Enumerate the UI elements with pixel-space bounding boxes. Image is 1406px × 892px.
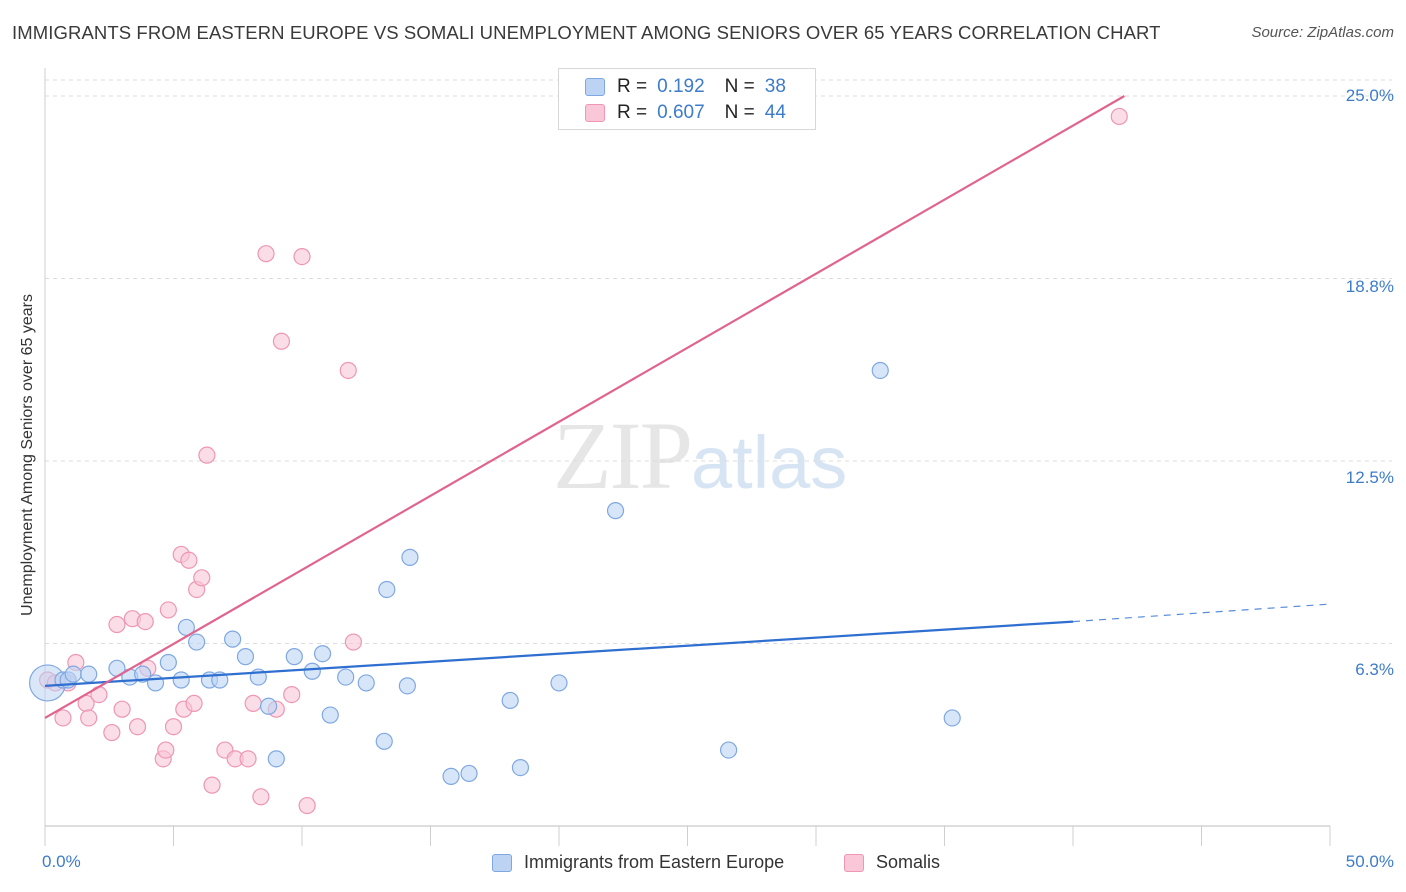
data-point	[159, 601, 177, 619]
axes	[44, 68, 1331, 846]
y-tick-label: 18.8%	[1345, 277, 1394, 296]
y-tick-label: 25.0%	[1345, 86, 1394, 105]
data-point	[550, 674, 568, 692]
data-point	[337, 668, 355, 686]
data-point	[80, 709, 98, 727]
trend-lines	[44, 95, 1331, 719]
chart-title: IMMIGRANTS FROM EASTERN EUROPE VS SOMALI…	[12, 22, 1161, 43]
data-point	[1110, 107, 1128, 126]
data-point	[283, 685, 301, 704]
legend-swatch-blue	[492, 853, 512, 872]
data-point	[193, 569, 211, 587]
legend-item-label: Immigrants from Eastern Europe	[524, 852, 785, 872]
data-point	[159, 653, 177, 672]
data-point	[236, 648, 255, 666]
legend-r-value: 0.607	[657, 102, 705, 123]
data-point	[113, 700, 131, 718]
data-point	[172, 671, 190, 689]
legend-n-value: 44	[764, 102, 786, 123]
legend-r-value: 0.192	[657, 76, 705, 97]
legend-r-label: R =	[617, 102, 648, 123]
gridlines	[45, 79, 1392, 644]
legend-row-eastern-europe: R = 0.192 N = 38	[585, 75, 786, 99]
data-point	[442, 767, 460, 785]
data-point	[108, 615, 126, 634]
data-point	[344, 633, 362, 651]
data-point	[164, 718, 183, 736]
legend-swatch-pink	[585, 104, 605, 122]
data-point	[293, 248, 311, 266]
data-point	[257, 245, 275, 263]
data-point	[185, 694, 203, 712]
legend-row-somalis: R = 0.607 N = 44	[585, 101, 786, 125]
data-point	[357, 674, 375, 692]
data-point	[146, 674, 165, 692]
trend-line-eastern-europe	[44, 620, 1074, 687]
y-axis-label: Unemployment Among Seniors over 65 years	[19, 294, 36, 616]
data-point	[606, 502, 625, 520]
legend-swatch-blue	[585, 78, 605, 96]
data-point	[103, 723, 121, 742]
data-point	[272, 332, 291, 350]
data-point	[157, 741, 175, 759]
series-legend: Immigrants from Eastern Europe Somalis	[0, 852, 1406, 876]
data-point	[378, 580, 396, 599]
data-point	[134, 665, 152, 683]
y-tick-label: 6.3%	[1355, 660, 1394, 679]
legend-swatch-pink	[844, 853, 864, 872]
legend-n-label: N =	[724, 76, 755, 97]
source-credit: Source: ZipAtlas.com	[1251, 24, 1394, 41]
y-tick-label: 12.5%	[1345, 468, 1394, 487]
data-point	[64, 665, 82, 683]
eastern-europe-points	[28, 361, 961, 785]
correlation-legend: R = 0.192 N = 38 R = 0.607 N = 44	[558, 68, 816, 130]
data-point	[239, 750, 257, 768]
data-point	[244, 694, 262, 712]
watermark-atlas: atlas	[691, 421, 848, 504]
data-point	[401, 548, 419, 566]
data-point	[501, 691, 519, 710]
data-point	[943, 709, 961, 727]
data-point	[339, 361, 357, 380]
data-point	[180, 551, 198, 569]
legend-n-value: 38	[764, 76, 786, 97]
watermark: ZIPatlas	[553, 400, 847, 511]
data-point	[128, 718, 147, 736]
data-point	[285, 648, 303, 666]
data-point	[321, 706, 339, 724]
data-point	[54, 709, 72, 727]
trend-line-eastern-europe-extension	[1072, 603, 1331, 623]
data-point	[224, 630, 242, 648]
data-point	[136, 612, 154, 631]
data-point	[252, 788, 270, 806]
legend-item-eastern-europe: Immigrants from Eastern Europe	[492, 852, 784, 873]
data-point	[303, 662, 321, 680]
data-point	[80, 665, 98, 683]
trend-line-somalis	[44, 95, 1125, 719]
legend-item-label: Somalis	[876, 852, 941, 872]
data-point	[460, 764, 478, 783]
x-tick-label-min: 0.0%	[42, 852, 81, 871]
data-point	[313, 645, 332, 663]
x-tick-label-max: 50.0%	[1345, 852, 1394, 871]
data-point	[720, 741, 738, 759]
data-point	[198, 446, 216, 464]
watermark-zip: ZIP	[553, 402, 693, 509]
data-point	[511, 758, 530, 777]
legend-item-somalis: Somalis	[844, 852, 940, 873]
data-point	[871, 361, 889, 380]
data-point	[259, 697, 278, 715]
data-point	[188, 633, 206, 651]
legend-r-label: R =	[617, 76, 648, 97]
legend-n-label: N =	[724, 102, 755, 123]
data-point	[267, 750, 285, 768]
data-point	[398, 677, 416, 695]
data-point	[203, 776, 221, 794]
data-point	[375, 732, 393, 750]
data-point	[298, 796, 316, 815]
